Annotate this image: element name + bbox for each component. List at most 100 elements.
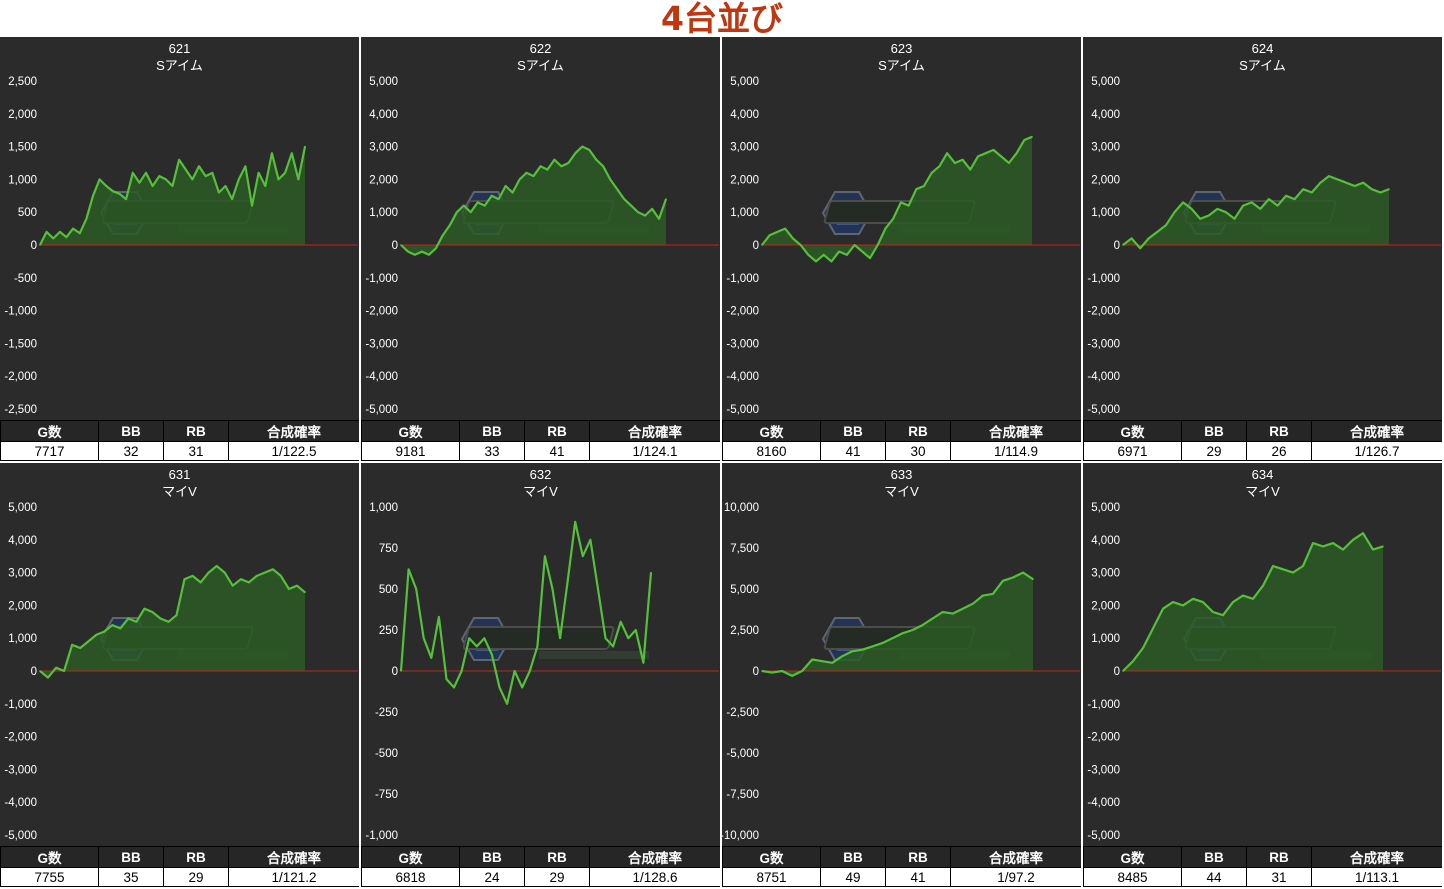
- data-point: [198, 165, 200, 168]
- stats-header: 合成確率: [950, 420, 1081, 442]
- data-point: [811, 658, 813, 661]
- data-point: [449, 224, 451, 227]
- y-tick-label: -3,000: [726, 338, 759, 350]
- chart-subtitle: マイV: [1245, 484, 1280, 499]
- y-tick-label: -7,500: [726, 789, 759, 801]
- data-point: [476, 645, 478, 648]
- data-point: [1022, 571, 1024, 574]
- data-point: [536, 645, 539, 648]
- data-point: [284, 172, 286, 174]
- data-point: [651, 208, 653, 210]
- data-point: [851, 650, 854, 653]
- series-line: [761, 135, 1033, 263]
- data-point: [627, 637, 630, 639]
- chart-svg: 632 マイV 1,000 750 500 250 0 -250 -500 -750 -1,000: [365, 467, 719, 842]
- data-point: [1293, 198, 1296, 200]
- stats-table: G数 BB RB 合成確率 7755 35 29 1/121.2: [0, 846, 359, 887]
- data-point: [616, 188, 618, 190]
- chart-subtitle: Sアイム: [878, 58, 925, 73]
- stats-header: RB: [1246, 420, 1312, 442]
- data-point: [853, 244, 856, 246]
- data-point: [931, 617, 934, 620]
- chart-subtitle: Sアイム: [156, 58, 203, 73]
- chart-svg: 633 マイV 10,000 7,500 5,000 2,500 0 -2,500 -5,000…: [722, 467, 1080, 842]
- data-point: [644, 214, 646, 217]
- data-point: [240, 578, 242, 580]
- data-point: [1130, 237, 1133, 240]
- chart-title: 621: [169, 41, 191, 56]
- stats-value-bb: 44: [1181, 867, 1247, 887]
- data-point: [72, 227, 74, 230]
- stats-value-prob: 1/122.5: [228, 441, 359, 461]
- data-point: [815, 260, 817, 263]
- stats-value-prob: 1/121.2: [228, 867, 359, 887]
- data-point: [135, 621, 138, 623]
- data-point: [1202, 601, 1204, 603]
- stats-table: G数 BB RB 合成確率 8160 41 30 1/114.9: [722, 420, 1081, 461]
- data-point: [1311, 191, 1313, 194]
- chart-panel: 624 Sアイム 5,000 4,000 3,000 2,000 1,000 0 -1,000 -…: [1083, 37, 1442, 461]
- data-point: [1371, 188, 1373, 190]
- data-point: [1199, 218, 1201, 220]
- data-point: [838, 250, 840, 253]
- data-point: [224, 185, 227, 187]
- stats-header: BB: [820, 420, 886, 442]
- data-point: [961, 607, 964, 610]
- stats-header: RB: [163, 846, 229, 868]
- data-point: [215, 565, 218, 567]
- data-point: [1382, 545, 1384, 548]
- data-point: [159, 617, 162, 620]
- data-point: [861, 648, 864, 651]
- data-point: [525, 172, 528, 174]
- chart-title: 623: [891, 41, 913, 56]
- data-point: [1362, 532, 1364, 534]
- data-point: [891, 637, 894, 639]
- chart-svg: 624 Sアイム 5,000 4,000 3,000 2,000 1,000 0 -1,000 -…: [1087, 41, 1441, 416]
- data-point: [271, 152, 273, 154]
- y-tick-label: 1,000: [730, 207, 759, 219]
- chart-title: 634: [1252, 467, 1274, 482]
- data-point: [223, 571, 226, 574]
- stats-header: BB: [820, 846, 886, 868]
- data-point: [111, 624, 114, 626]
- stats-header: G数: [361, 420, 460, 442]
- data-point: [143, 607, 146, 610]
- stats-value-rb: 29: [163, 867, 229, 887]
- data-point: [428, 254, 430, 256]
- stats-header: RB: [1246, 846, 1312, 868]
- data-point: [151, 185, 154, 187]
- data-point: [559, 637, 561, 639]
- data-point: [204, 175, 207, 177]
- data-point: [871, 645, 874, 648]
- y-tick-label: -750: [375, 789, 398, 801]
- stats-value-prob: 1/114.9: [950, 441, 1081, 461]
- y-tick-label: 1,000: [8, 174, 37, 186]
- data-point: [125, 198, 127, 200]
- data-point: [304, 145, 306, 148]
- y-tick-label: -5,000: [726, 748, 759, 760]
- stats-header: RB: [524, 846, 590, 868]
- data-point: [291, 152, 293, 154]
- y-tick-label: 5,000: [1091, 76, 1120, 88]
- data-point: [1142, 647, 1144, 649]
- data-point: [297, 178, 300, 181]
- page-title: 4台並び: [661, 0, 783, 38]
- data-point: [821, 660, 823, 662]
- chart-panel: 623 Sアイム 5,000 4,000 3,000 2,000 1,000 0 -1,000 -…: [722, 37, 1081, 461]
- stats-value-rb: 30: [885, 441, 951, 461]
- stats-table: G数 BB RB 合成確率 7717 32 31 1/122.5: [0, 420, 359, 461]
- data-point: [1362, 181, 1365, 184]
- data-point: [151, 611, 154, 613]
- data-point: [830, 260, 833, 263]
- data-point: [566, 580, 569, 582]
- data-point: [619, 621, 622, 623]
- data-point: [1139, 247, 1141, 250]
- data-point: [47, 676, 49, 679]
- y-tick-label: 4,000: [1091, 535, 1120, 547]
- y-tick-label: -500: [14, 273, 37, 285]
- data-point: [513, 670, 516, 672]
- stats-table: G数 BB RB 合成確率 6971 29 26 1/126.7: [1083, 420, 1442, 461]
- data-point: [1222, 614, 1224, 616]
- data-point: [630, 204, 632, 207]
- y-tick-label: -5,000: [1087, 830, 1120, 842]
